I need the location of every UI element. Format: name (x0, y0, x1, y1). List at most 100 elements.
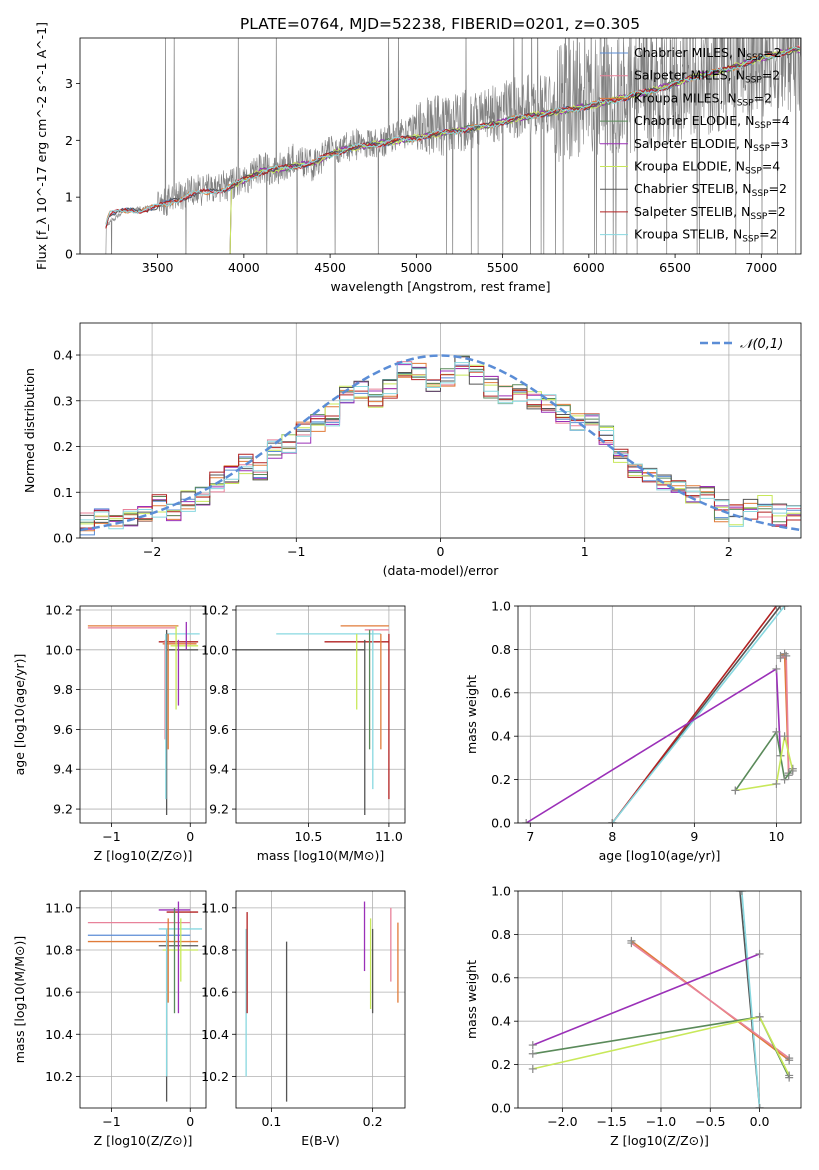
x-tick-label: 5500 (487, 260, 519, 275)
legend-rest: =2 (767, 204, 785, 219)
legend-label: Kroupa STELIB, NSSP=2 (634, 227, 778, 245)
y-axis-label: age [log10(age/yr)] (12, 654, 27, 776)
model-spectrum-8 (105, 46, 801, 225)
x-tick-label: 0 (437, 544, 445, 559)
weight-marker (528, 1064, 537, 1073)
y-tick-label: 10.6 (45, 985, 73, 1000)
legend-label: 𝒩(0,1) (740, 337, 783, 352)
y-tick-label: 11.0 (201, 900, 229, 915)
y-tick-label: 2 (65, 133, 73, 148)
x-axis-label: mass [log10(M/M⊙)] (257, 848, 385, 863)
y-tick-label: 0.3 (53, 393, 73, 408)
weight-marker (785, 1054, 794, 1063)
y-tick-label: 0.0 (53, 531, 73, 546)
weight-line-4 (532, 953, 760, 1046)
y-axis-label: Flux [f_λ 10^-17 erg cm^-2 s^-1 A^-1] (34, 22, 49, 270)
weights-4 (522, 606, 797, 823)
y-axis-label: Normed distribution (22, 368, 37, 493)
errorbars-5 (87, 901, 203, 1102)
y-tick-label: 9.8 (53, 682, 73, 697)
weight-line-8 (611, 606, 786, 823)
weight-marker (737, 891, 746, 895)
y-tick-label: 0.4 (491, 729, 511, 744)
legend-label: Salpeter STELIB, NSSP=2 (634, 204, 786, 222)
weight-marker (782, 651, 791, 660)
axes-frame-7 (517, 890, 802, 1109)
weight-marker (608, 819, 617, 823)
weight-marker (755, 1012, 764, 1021)
legend-rest: =2 (762, 68, 780, 83)
x-tick-label: 6000 (573, 260, 605, 275)
legend-subscript: SSP (753, 144, 770, 154)
y-tick-label: 1.0 (491, 884, 511, 899)
y-tick-label: 9.6 (209, 722, 229, 737)
y-tick-label: 0.8 (491, 642, 511, 657)
y-tick-label: 0.2 (53, 439, 73, 454)
y-tick-label: 10.4 (45, 1027, 73, 1042)
legend-rest: =2 (754, 90, 772, 105)
y-tick-label: 10.0 (201, 642, 229, 657)
errorbars-3 (236, 625, 390, 816)
axes-2 (76, 606, 206, 827)
y-tick-label: 10.6 (201, 985, 229, 1000)
weight-marker (785, 1071, 794, 1080)
x-tick-label: 5000 (400, 260, 432, 275)
x-tick-label: −1 (102, 1114, 120, 1129)
legend-subscript: SSP (742, 235, 759, 245)
weight-marker (776, 606, 785, 610)
y-tick-label: 3 (65, 76, 73, 91)
y-tick-label: 0.2 (491, 1057, 511, 1072)
x-tick-label: −0.5 (695, 1114, 725, 1129)
weight-marker (780, 732, 789, 741)
weight-marker (731, 786, 740, 795)
x-tick-label: 0 (186, 829, 194, 844)
x-tick-label: 6500 (659, 260, 691, 275)
weight-line-1 (630, 942, 790, 1059)
y-tick-label: 10.2 (201, 1069, 229, 1084)
y-tick-label: 9.4 (53, 762, 73, 777)
y-tick-label: 10.4 (201, 1027, 229, 1042)
x-tick-label: 0 (186, 1114, 194, 1129)
y-tick-label: 0.0 (491, 816, 511, 831)
axes-frame-4 (517, 605, 802, 824)
y-tick-label: 0.8 (491, 927, 511, 942)
axes-frame-5 (79, 890, 207, 1109)
x-axis-label: E(B-V) (301, 1133, 340, 1148)
errorbars-2 (87, 621, 200, 816)
axes-frame-2 (79, 605, 207, 824)
y-tick-label: 0.6 (491, 685, 511, 700)
weights-7 (528, 891, 794, 1108)
x-tick-label: −1 (287, 544, 305, 559)
x-axis-label: (data-model)/error (383, 563, 500, 578)
weight-marker (772, 779, 781, 788)
legend-label: Salpeter MILES, NSSP=2 (634, 68, 780, 86)
y-tick-label: 10.0 (45, 642, 73, 657)
weight-line-7 (611, 606, 778, 823)
x-tick-label: 0.2 (363, 1114, 383, 1129)
x-tick-label: −2.0 (547, 1114, 577, 1129)
legend-subscript: SSP (750, 212, 767, 222)
y-tick-label: 9.2 (53, 802, 73, 817)
x-tick-label: −1 (102, 829, 120, 844)
figure-title: PLATE=0764, MJD=52238, FIBERID=0201, z=0… (240, 15, 640, 33)
x-tick-label: −2 (143, 544, 161, 559)
legend-label: Kroupa ELODIE, NSSP=4 (634, 159, 780, 177)
x-tick-label: 8 (608, 829, 616, 844)
y-tick-label: 0.4 (53, 348, 73, 363)
weight-marker (627, 939, 636, 948)
normal-curve (80, 354, 801, 532)
y-axis-label: mass weight (464, 675, 479, 754)
x-tick-label: 10.5 (295, 829, 323, 844)
axes-frame-3 (235, 605, 406, 824)
legend-rest: =4 (771, 113, 789, 128)
weight-marker (755, 949, 764, 958)
weight-line-8 (741, 891, 761, 1108)
histogram-8 (80, 362, 801, 538)
x-tick-label: −1.0 (646, 1114, 676, 1129)
weight-marker (755, 1104, 764, 1108)
weight-marker (780, 775, 789, 784)
x-tick-label: 3500 (142, 260, 174, 275)
legend-subscript: SSP (745, 76, 762, 86)
y-tick-label: 9.8 (209, 682, 229, 697)
